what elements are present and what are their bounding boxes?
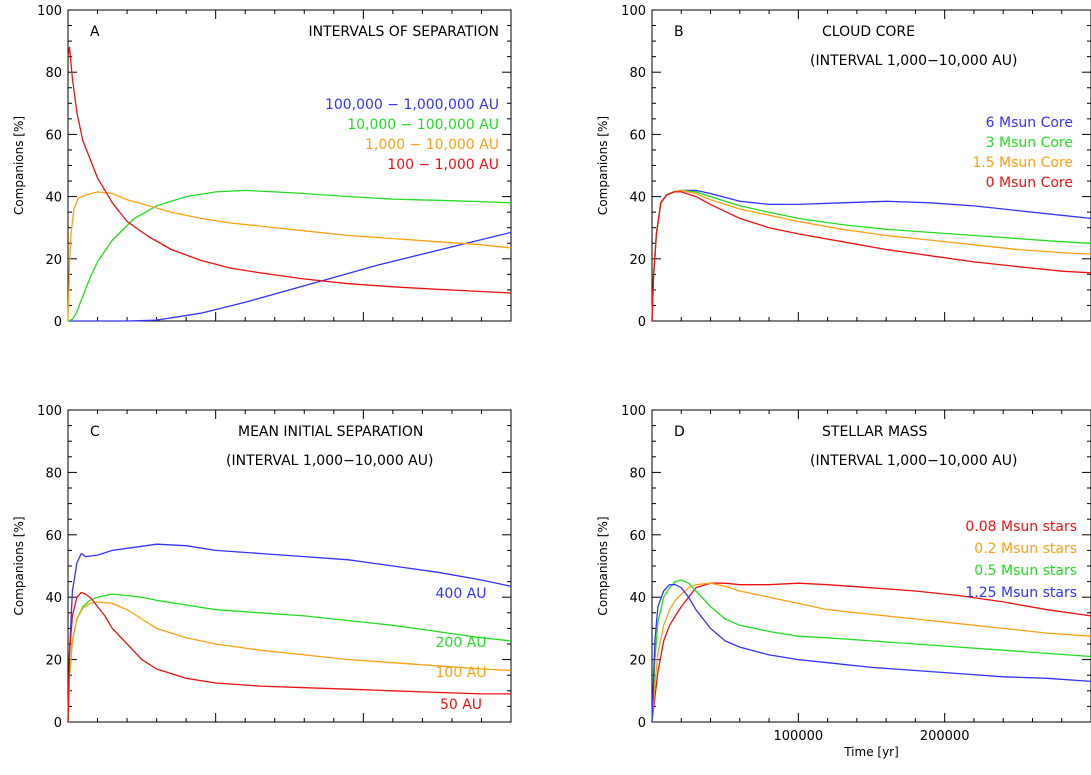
legend-entry: 3 Msun Core bbox=[986, 135, 1073, 151]
y-axis-label: Companions [%] bbox=[12, 116, 26, 215]
y-tick-label: 20 bbox=[45, 253, 62, 268]
series-line-c-2 bbox=[67, 601, 512, 723]
y-tick-label: 60 bbox=[629, 529, 646, 544]
series-line-c-3 bbox=[67, 591, 511, 723]
y-tick-label: 60 bbox=[629, 128, 646, 143]
chart-title: INTERVALS OF SEPARATION bbox=[308, 24, 499, 40]
y-tick-label: 20 bbox=[629, 253, 646, 268]
legend-entry: 0 Msun Core bbox=[986, 175, 1073, 191]
series-label: 400 AU bbox=[436, 586, 487, 602]
y-tick-label: 40 bbox=[629, 591, 646, 606]
y-tick-label: 100 bbox=[621, 4, 646, 19]
chart-subtitle: (INTERVAL 1,000−10,000 AU) bbox=[810, 453, 1017, 469]
legend-entry: 1,000 − 10,000 AU bbox=[365, 137, 499, 153]
y-tick-label: 100 bbox=[37, 4, 62, 19]
series-line-d-1 bbox=[651, 582, 1091, 723]
series-line-a-2 bbox=[67, 191, 512, 322]
legend-entry: 0.5 Msun stars bbox=[974, 563, 1077, 579]
x-axis-label: Time [yr] bbox=[843, 745, 899, 759]
chart-title: CLOUD CORE bbox=[822, 24, 915, 40]
y-tick-label: 40 bbox=[45, 191, 62, 206]
y-tick-label: 40 bbox=[45, 591, 62, 606]
legend-entry: 10,000 − 100,000 AU bbox=[347, 117, 499, 133]
chart-title: MEAN INITIAL SEPARATION bbox=[238, 424, 423, 440]
y-axis-label: Companions [%] bbox=[12, 516, 26, 615]
panel-letter: D bbox=[674, 424, 685, 440]
panel-letter: B bbox=[674, 24, 684, 40]
series-line-b-3 bbox=[651, 191, 1091, 322]
y-axis-label: Companions [%] bbox=[596, 116, 610, 215]
legend-entry: 1.25 Msun stars bbox=[965, 585, 1077, 601]
chart-subtitle: (INTERVAL 1,000−10,000 AU) bbox=[226, 453, 433, 469]
y-tick-label: 80 bbox=[629, 466, 646, 481]
series-label: 50 AU bbox=[440, 697, 482, 713]
y-tick-label: 0 bbox=[54, 716, 62, 731]
legend-entry: 100,000 − 1,000,000 AU bbox=[325, 97, 499, 113]
series-line-b-2 bbox=[651, 189, 1091, 322]
chart-panel-c: 0 20 40 60 80 100 Companions [%] C MEAN INITIAL … bbox=[12, 404, 512, 731]
y-tick-label: 60 bbox=[45, 128, 62, 143]
y-tick-label: 0 bbox=[54, 315, 62, 330]
x-tick-label: 100000 bbox=[774, 729, 824, 744]
series-line-a-1 bbox=[67, 189, 512, 322]
y-tick-label: 100 bbox=[621, 404, 646, 419]
y-tick-label: 100 bbox=[37, 404, 62, 419]
chart-subtitle: (INTERVAL 1,000−10,000 AU) bbox=[810, 53, 1017, 69]
legend-entry: 1.5 Msun Core bbox=[972, 155, 1073, 171]
series-label: 200 AU bbox=[436, 635, 487, 651]
series-line-b-1 bbox=[651, 189, 1091, 322]
series-line-d-0 bbox=[651, 582, 1091, 723]
y-tick-label: 80 bbox=[629, 66, 646, 81]
y-tick-label: 0 bbox=[638, 315, 646, 330]
legend-entry: 6 Msun Core bbox=[986, 115, 1073, 131]
y-axis-label: Companions [%] bbox=[596, 516, 610, 615]
series-line-a-3 bbox=[67, 46, 512, 294]
series-line-c-0 bbox=[67, 543, 512, 723]
y-tick-label: 40 bbox=[629, 191, 646, 206]
y-tick-label: 20 bbox=[45, 654, 62, 669]
legend-entry: 0.08 Msun stars bbox=[965, 519, 1077, 535]
chart-title: STELLAR MASS bbox=[822, 424, 928, 440]
y-tick-label: 60 bbox=[45, 529, 62, 544]
y-tick-label: 0 bbox=[638, 716, 646, 731]
panel-letter: C bbox=[90, 424, 100, 440]
series-line-d-2 bbox=[651, 579, 1091, 723]
x-tick-label: 200000 bbox=[920, 729, 970, 744]
series-label: 100 AU bbox=[436, 665, 487, 681]
series-line-d-3 bbox=[651, 584, 1091, 723]
y-tick-label: 20 bbox=[629, 654, 646, 669]
series-line-a-0 bbox=[68, 231, 512, 322]
y-tick-label: 80 bbox=[45, 66, 62, 81]
legend-entry: 0.2 Msun stars bbox=[974, 541, 1077, 557]
chart-panel-a: 0 20 40 60 80 100 Companions [%] A INTERVALS OF … bbox=[12, 4, 512, 330]
chart-panel-d: 0 20 40 60 80 100 100000 200000 Companions [%] Ti… bbox=[596, 404, 1091, 759]
series-line-b-0 bbox=[651, 189, 1091, 322]
chart-panel-b: 0 20 40 60 80 100 Companions [%] B CLOUD CORE (IN… bbox=[596, 4, 1091, 330]
panel-letter: A bbox=[90, 24, 100, 40]
y-tick-label: 80 bbox=[45, 466, 62, 481]
legend-entry: 100 − 1,000 AU bbox=[387, 157, 499, 173]
